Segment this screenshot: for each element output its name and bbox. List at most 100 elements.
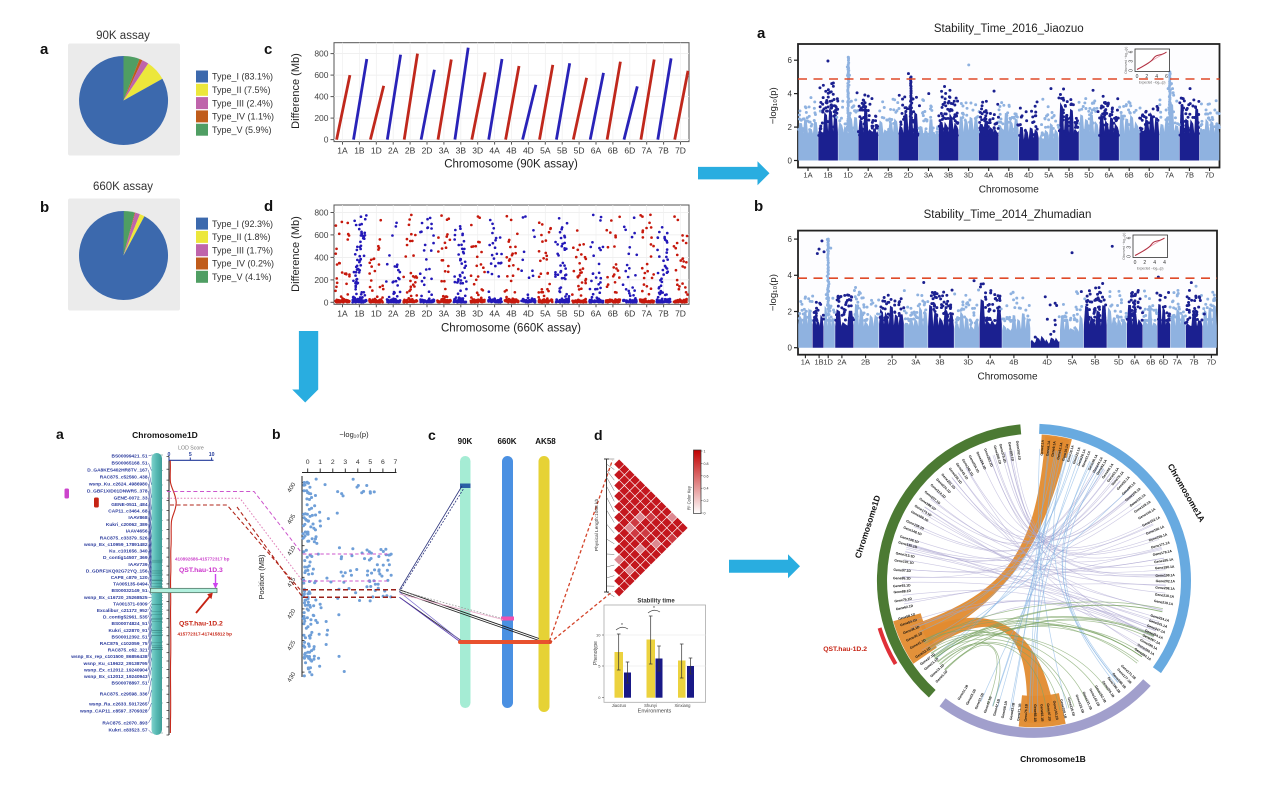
svg-text:6: 6 <box>381 459 385 466</box>
svg-text:R² Color Key: R² Color Key <box>687 485 692 510</box>
svg-text:3D: 3D <box>472 309 483 319</box>
svg-text:GENE-0511_484: GENE-0511_484 <box>111 502 148 508</box>
svg-text:a: a <box>40 41 49 58</box>
svg-text:5B: 5B <box>557 146 568 156</box>
svg-text:1B: 1B <box>815 358 824 367</box>
svg-text:2: 2 <box>1143 260 1146 266</box>
svg-text:0: 0 <box>324 297 329 307</box>
svg-text:wsnp_Ra_c2633_5017265: wsnp_Ra_c2633_5017265 <box>88 702 148 708</box>
svg-text:c: c <box>264 41 272 58</box>
svg-text:800: 800 <box>314 49 328 59</box>
svg-text:6A: 6A <box>1105 171 1114 180</box>
svg-text:wsnp_Ku_c2624_4986980: wsnp_Ku_c2624_4986980 <box>88 482 148 488</box>
svg-text:6B: 6B <box>608 309 619 319</box>
svg-text:D_GDRF1KQ02G72YQ_156: D_GDRF1KQ02G72YQ_156 <box>86 568 148 574</box>
svg-text:200: 200 <box>314 275 328 285</box>
svg-text:3D: 3D <box>964 358 974 367</box>
svg-text:4: 4 <box>1155 74 1158 80</box>
svg-text:Jiaozuo: Jiaozuo <box>612 703 627 708</box>
svg-text:7B: 7B <box>658 309 669 319</box>
svg-text:660K assay: 660K assay <box>93 181 153 193</box>
svg-text:5B: 5B <box>1091 358 1100 367</box>
svg-text:5D: 5D <box>1114 358 1124 367</box>
svg-text:IAAV4656: IAAV4656 <box>126 529 148 535</box>
svg-text:5A: 5A <box>1044 171 1053 180</box>
svg-text:1A: 1A <box>801 358 810 367</box>
svg-text:b: b <box>272 426 281 442</box>
svg-text:4B: 4B <box>1004 171 1013 180</box>
svg-text:1: 1 <box>704 450 706 454</box>
svg-text:LOD Score: LOD Score <box>178 446 204 452</box>
svg-text:QST.hau-1D.3: QST.hau-1D.3 <box>179 567 223 574</box>
svg-text:1D: 1D <box>371 146 382 156</box>
svg-text:5B: 5B <box>1064 171 1073 180</box>
svg-text:1D: 1D <box>823 358 833 367</box>
svg-text:2: 2 <box>788 307 793 316</box>
svg-text:410892686-415772317 bp: 410892686-415772317 bp <box>175 557 230 562</box>
svg-text:7: 7 <box>394 459 398 466</box>
svg-text:Expected −log₁₀(p): Expected −log₁₀(p) <box>1139 81 1166 85</box>
svg-text:6A: 6A <box>591 309 602 319</box>
svg-text:Observed −log₁₀(p): Observed −log₁₀(p) <box>1124 47 1128 74</box>
svg-text:2A: 2A <box>864 171 873 180</box>
svg-text:5B: 5B <box>557 309 568 319</box>
svg-text:0.2: 0.2 <box>704 499 709 503</box>
svg-text:4A: 4A <box>489 146 500 156</box>
svg-text:2B: 2B <box>405 309 416 319</box>
svg-text:BS00032149_51: BS00032149_51 <box>111 588 147 594</box>
svg-text:3: 3 <box>1127 246 1133 249</box>
svg-text:7A: 7A <box>1173 358 1182 367</box>
svg-text:660K: 660K <box>497 437 516 446</box>
svg-text:7A: 7A <box>1165 171 1174 180</box>
svg-text:BS00074824_51: BS00074824_51 <box>111 621 147 627</box>
svg-text:4B: 4B <box>1009 358 1018 367</box>
svg-text:D_contig52961_535: D_contig52961_535 <box>103 615 148 621</box>
svg-text:400: 400 <box>314 92 328 102</box>
svg-text:Chromosome (660K assay): Chromosome (660K assay) <box>441 323 581 335</box>
svg-text:Type_I (92.3%): Type_I (92.3%) <box>212 219 273 229</box>
svg-text:BS00012392_51: BS00012392_51 <box>111 634 147 640</box>
svg-text:d: d <box>264 198 273 215</box>
svg-text:Type_V (5.9%): Type_V (5.9%) <box>212 125 272 135</box>
svg-text:7D: 7D <box>1205 171 1215 180</box>
svg-text:3D: 3D <box>472 146 483 156</box>
svg-text:Chromosome (90K assay): Chromosome (90K assay) <box>444 159 578 171</box>
svg-text:a: a <box>56 426 64 442</box>
svg-text:Gene202.1A: Gene202.1A <box>1156 579 1176 583</box>
svg-text:4: 4 <box>788 271 793 280</box>
svg-text:4A: 4A <box>986 358 995 367</box>
svg-text:Chromosome1B: Chromosome1B <box>1020 754 1086 764</box>
svg-text:7D: 7D <box>675 309 686 319</box>
svg-text:QST.hau-1D.2: QST.hau-1D.2 <box>823 646 867 653</box>
svg-text:1B: 1B <box>354 309 365 319</box>
svg-text:Excalibur_c21172_952: Excalibur_c21172_952 <box>97 608 148 614</box>
svg-text:0: 0 <box>1127 255 1133 258</box>
svg-text:AK58: AK58 <box>535 437 556 446</box>
svg-text:4A: 4A <box>489 309 500 319</box>
svg-text:Phenotype: Phenotype <box>593 641 599 665</box>
svg-text:Chromosome: Chromosome <box>977 372 1037 383</box>
svg-text:0: 0 <box>1129 69 1135 72</box>
svg-text:Gene85.1B: Gene85.1B <box>1033 704 1037 722</box>
svg-text:4D: 4D <box>1024 171 1034 180</box>
svg-text:2: 2 <box>788 123 793 132</box>
svg-text:BS00065168_51: BS00065168_51 <box>111 461 147 467</box>
svg-text:6B: 6B <box>1125 171 1134 180</box>
svg-text:1: 1 <box>318 459 322 466</box>
svg-text:Ku_c101656_340: Ku_c101656_340 <box>109 549 148 555</box>
svg-text:4: 4 <box>1163 260 1166 266</box>
svg-text:Gene93.1D: Gene93.1D <box>893 583 911 588</box>
svg-text:D_contig14507_369: D_contig14507_369 <box>103 555 148 561</box>
svg-text:800: 800 <box>314 208 328 218</box>
svg-text:5D: 5D <box>574 146 585 156</box>
svg-text:6: 6 <box>788 235 793 244</box>
svg-text:wsnp_Ku_c19622_29138795: wsnp_Ku_c19622_29138795 <box>82 661 147 667</box>
svg-text:0.4: 0.4 <box>704 487 709 491</box>
svg-text:6: 6 <box>1127 236 1133 239</box>
svg-text:6D: 6D <box>624 146 635 156</box>
svg-text:Kukri_c83523_57: Kukri_c83523_57 <box>109 728 148 734</box>
svg-text:7D: 7D <box>675 146 686 156</box>
svg-text:7B: 7B <box>658 146 669 156</box>
svg-text:D_GA8KES402HR8TV_167: D_GA8KES402HR8TV_167 <box>87 468 148 474</box>
svg-text:7D: 7D <box>1207 358 1217 367</box>
